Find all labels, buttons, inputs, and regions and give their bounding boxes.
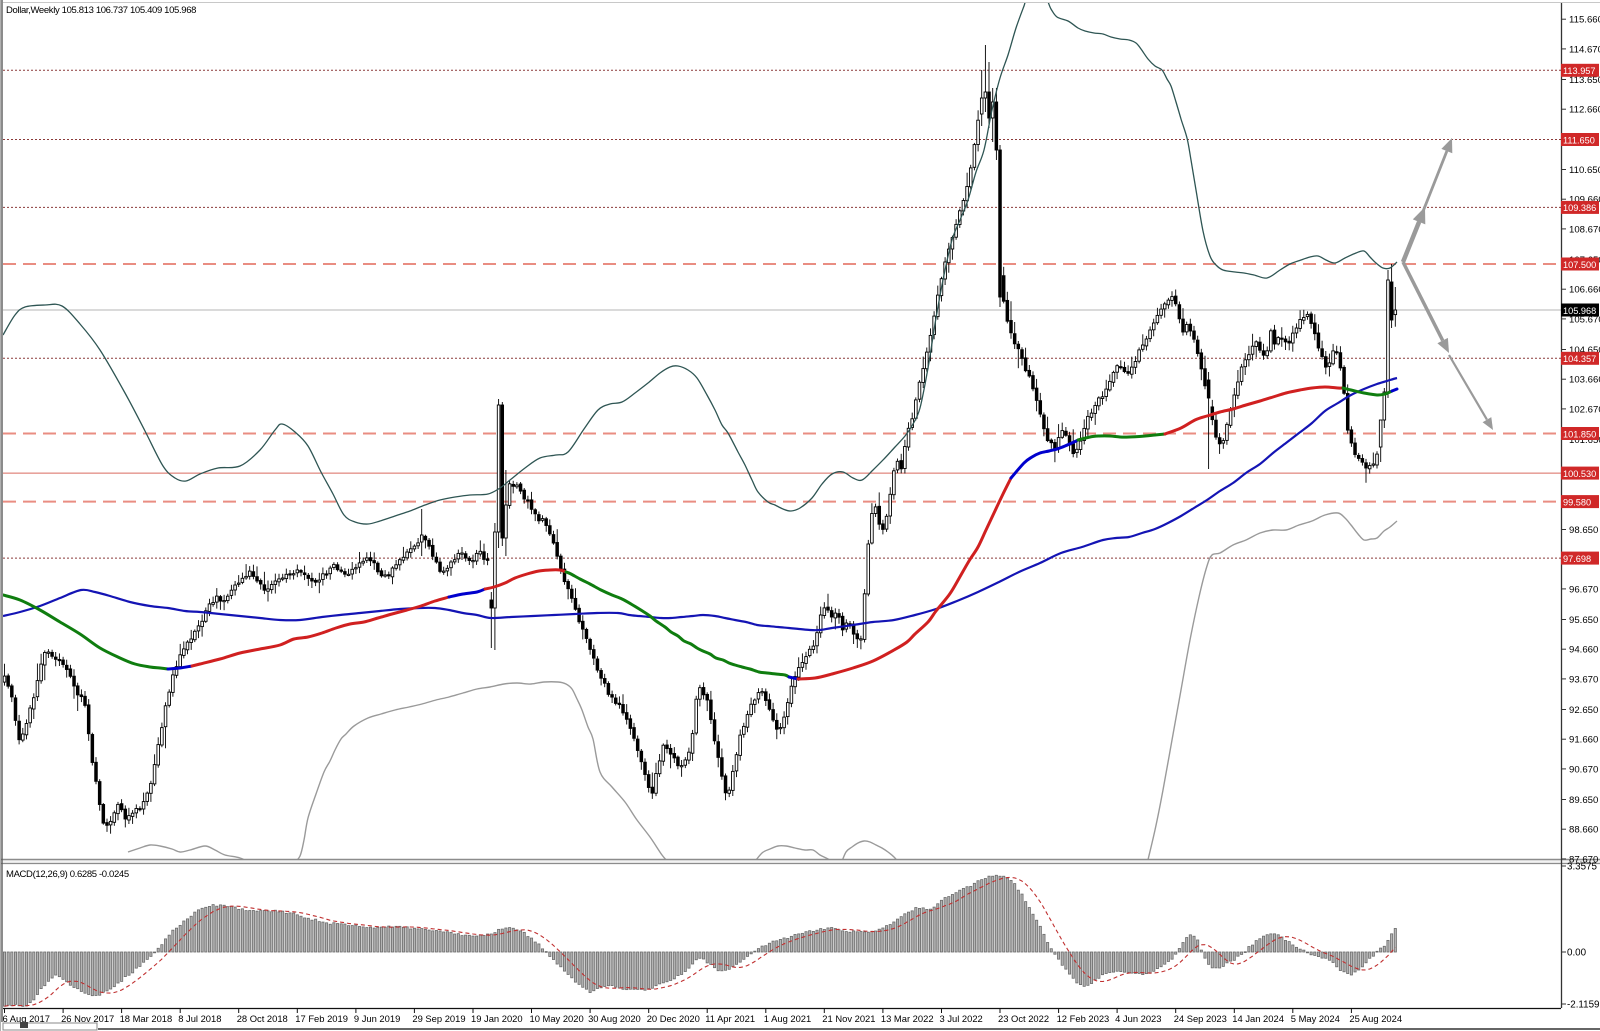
svg-text:14 Jan 2024: 14 Jan 2024 xyxy=(1232,1013,1284,1024)
svg-text:97.698: 97.698 xyxy=(1563,554,1591,564)
svg-text:102.670: 102.670 xyxy=(1569,404,1600,415)
svg-text:107.500: 107.500 xyxy=(1563,260,1596,270)
svg-text:105.670: 105.670 xyxy=(1569,314,1600,325)
svg-text:108.670: 108.670 xyxy=(1569,224,1600,235)
svg-text:21 Nov 2021: 21 Nov 2021 xyxy=(822,1013,875,1024)
svg-text:4 Jun 2023: 4 Jun 2023 xyxy=(1115,1013,1161,1024)
svg-text:106.660: 106.660 xyxy=(1569,285,1600,296)
svg-text:105.968: 105.968 xyxy=(1563,306,1596,316)
svg-text:111.650: 111.650 xyxy=(1563,135,1595,145)
svg-text:17 Feb 2019: 17 Feb 2019 xyxy=(295,1013,348,1024)
svg-text:18 Mar 2018: 18 Mar 2018 xyxy=(120,1013,173,1024)
svg-text:10 May 2020: 10 May 2020 xyxy=(530,1013,584,1024)
svg-text:28 Oct 2018: 28 Oct 2018 xyxy=(237,1013,288,1024)
svg-text:101.850: 101.850 xyxy=(1563,429,1596,439)
svg-text:98.650: 98.650 xyxy=(1569,525,1598,536)
svg-text:100.530: 100.530 xyxy=(1563,469,1596,479)
svg-text:91.660: 91.660 xyxy=(1569,735,1598,746)
svg-text:Dollar,Weekly 105.813 106.737: Dollar,Weekly 105.813 106.737 105.409 10… xyxy=(6,5,196,16)
svg-text:96.670: 96.670 xyxy=(1569,584,1598,595)
svg-text:MACD(12,26,9) 0.6285 -0.0245: MACD(12,26,9) 0.6285 -0.0245 xyxy=(6,869,129,880)
svg-text:88.660: 88.660 xyxy=(1569,825,1598,836)
svg-text:23 Oct 2022: 23 Oct 2022 xyxy=(998,1013,1049,1024)
svg-text:87.670: 87.670 xyxy=(1569,854,1598,865)
svg-text:11 Apr 2021: 11 Apr 2021 xyxy=(705,1013,755,1024)
svg-text:109.386: 109.386 xyxy=(1563,203,1596,213)
svg-text:0.00: 0.00 xyxy=(1567,948,1587,959)
svg-text:3.3575: 3.3575 xyxy=(1567,862,1598,873)
svg-text:26 Nov 2017: 26 Nov 2017 xyxy=(61,1013,114,1024)
svg-text:5 May 2024: 5 May 2024 xyxy=(1291,1013,1340,1024)
svg-text:109.660: 109.660 xyxy=(1569,195,1600,206)
svg-text:13 Mar 2022: 13 Mar 2022 xyxy=(881,1013,934,1024)
svg-text:6 Aug 2017: 6 Aug 2017 xyxy=(3,1013,50,1024)
svg-text:94.660: 94.660 xyxy=(1569,645,1598,656)
svg-text:104.357: 104.357 xyxy=(1563,354,1596,364)
svg-text:103.660: 103.660 xyxy=(1569,375,1600,386)
svg-text:12 Feb 2023: 12 Feb 2023 xyxy=(1057,1013,1110,1024)
svg-text:99.580: 99.580 xyxy=(1563,497,1591,507)
svg-text:95.650: 95.650 xyxy=(1569,615,1598,626)
svg-text:-2.1159: -2.1159 xyxy=(1567,1000,1600,1011)
svg-text:112.660: 112.660 xyxy=(1569,105,1600,116)
svg-text:101.650: 101.650 xyxy=(1569,435,1600,446)
svg-text:1 Aug 2021: 1 Aug 2021 xyxy=(764,1013,811,1024)
svg-text:110.650: 110.650 xyxy=(1569,165,1600,176)
svg-text:3 Jul 2022: 3 Jul 2022 xyxy=(940,1013,983,1024)
svg-text:19 Jan 2020: 19 Jan 2020 xyxy=(471,1013,523,1024)
svg-text:20 Dec 2020: 20 Dec 2020 xyxy=(647,1013,700,1024)
svg-text:24 Sep 2023: 24 Sep 2023 xyxy=(1174,1013,1227,1024)
svg-text:30 Aug 2020: 30 Aug 2020 xyxy=(588,1013,641,1024)
svg-text:104.650: 104.650 xyxy=(1569,345,1600,356)
svg-text:93.670: 93.670 xyxy=(1569,674,1598,685)
svg-text:114.670: 114.670 xyxy=(1569,44,1600,55)
svg-text:29 Sep 2019: 29 Sep 2019 xyxy=(412,1013,465,1024)
svg-text:90.670: 90.670 xyxy=(1569,764,1598,775)
svg-text:8 Jul 2018: 8 Jul 2018 xyxy=(178,1013,221,1024)
svg-text:113.957: 113.957 xyxy=(1563,66,1596,76)
svg-text:92.650: 92.650 xyxy=(1569,705,1598,716)
svg-text:89.650: 89.650 xyxy=(1569,795,1598,806)
svg-text:115.660: 115.660 xyxy=(1569,15,1600,26)
svg-text:25 Aug 2024: 25 Aug 2024 xyxy=(1349,1013,1402,1024)
svg-text:113.650: 113.650 xyxy=(1569,75,1600,86)
svg-text:9 Jun 2019: 9 Jun 2019 xyxy=(354,1013,400,1024)
